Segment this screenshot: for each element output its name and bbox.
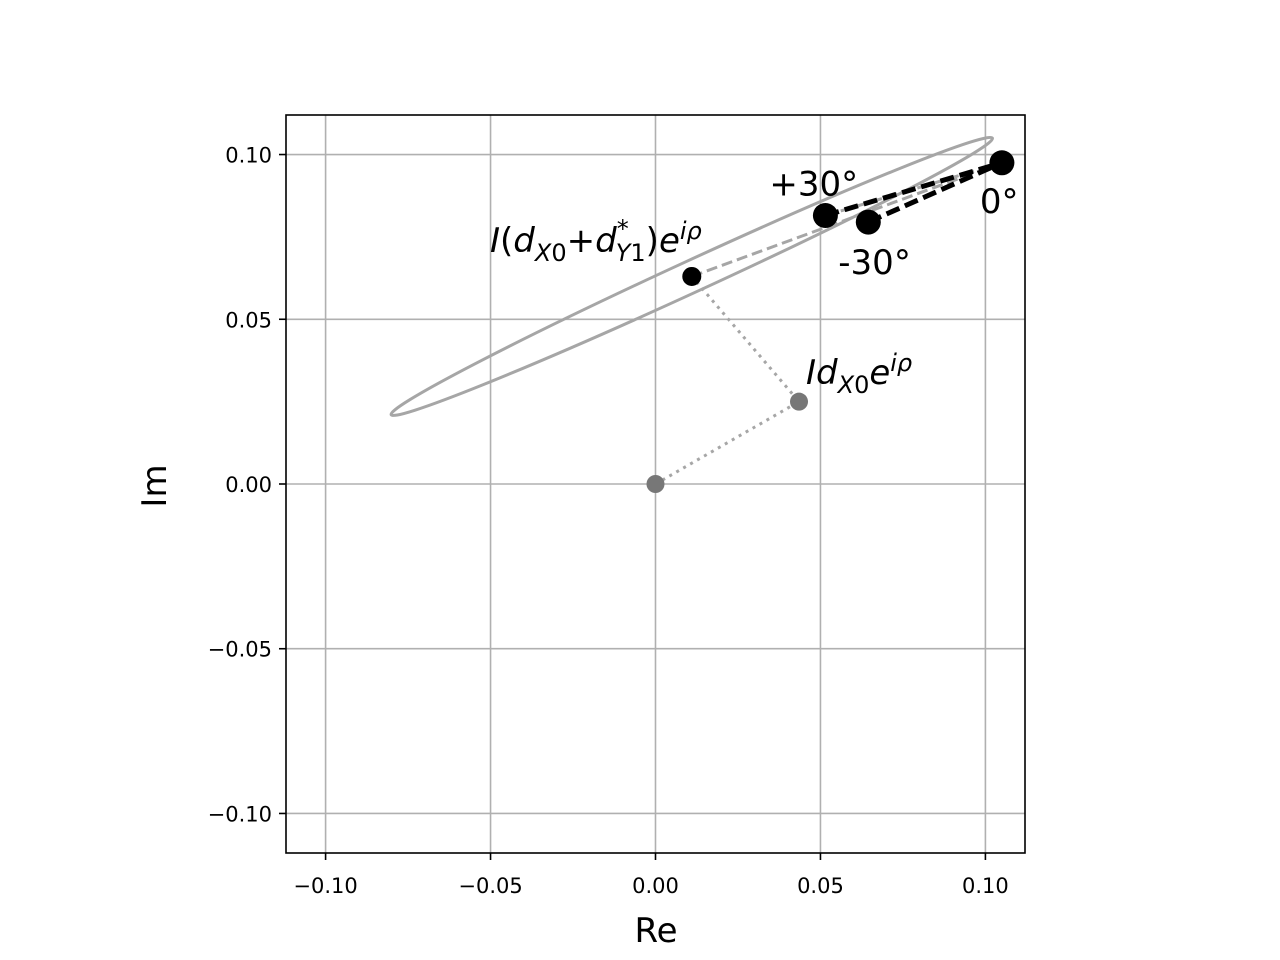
x-axis-ticks: −0.10 −0.05 0.00 0.05 0.10 <box>293 853 1009 898</box>
angle-point <box>812 202 838 228</box>
ellipse-center-point <box>682 266 702 286</box>
grid-lines <box>286 115 1025 853</box>
angle-point <box>989 150 1015 176</box>
x-tick-label: 0.10 <box>962 874 1009 898</box>
angle-label: -30° <box>838 243 911 283</box>
x-axis-title: Re <box>634 911 677 951</box>
x-tick-label: 0.05 <box>797 874 844 898</box>
ellipse-curve <box>389 135 994 417</box>
series-layer: +30° 0° -30° <box>389 135 1019 493</box>
gray-point <box>646 475 665 493</box>
y-axis-title: Im <box>135 464 175 507</box>
angle-label: 0° <box>980 182 1019 222</box>
gray-point <box>790 392 809 411</box>
point-formula-label: IdX0eiρ <box>806 349 912 399</box>
y-tick-label: −0.05 <box>208 638 272 662</box>
y-tick-label: 0.05 <box>225 308 272 332</box>
angle-point <box>855 209 881 235</box>
black-dashed-line <box>867 160 1003 225</box>
x-tick-label: −0.05 <box>458 874 522 898</box>
ellipse-formula-label: I(dX0+d* Y1)eiρ <box>490 215 702 267</box>
dotted-path <box>654 275 802 486</box>
x-tick-label: −0.10 <box>293 874 357 898</box>
angle-label: +30° <box>769 164 858 204</box>
black-dashed-line <box>824 160 1003 218</box>
plot-frame <box>285 114 1026 854</box>
y-tick-label: 0.00 <box>225 473 272 497</box>
y-tick-label: 0.10 <box>225 144 272 168</box>
x-tick-label: 0.00 <box>632 874 679 898</box>
y-tick-label: −0.10 <box>208 802 272 826</box>
y-axis-ticks: −0.10 −0.05 0.00 0.05 0.10 <box>208 144 286 826</box>
gray-dashed-line <box>691 161 1003 278</box>
